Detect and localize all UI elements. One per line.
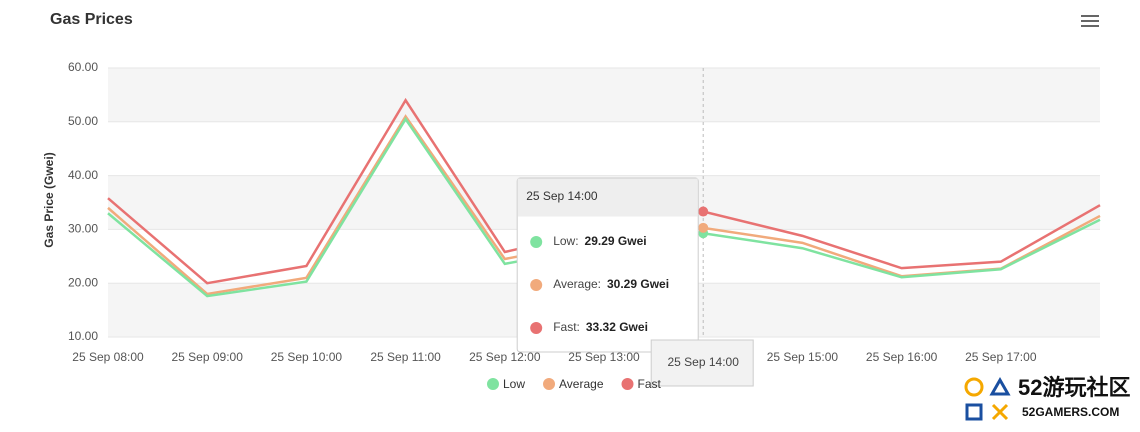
- tooltip-title: 25 Sep 14:00: [526, 189, 598, 203]
- legend-label: Low: [503, 377, 525, 391]
- x-tick-label: 25 Sep 08:00: [72, 350, 144, 364]
- tooltip-marker: [530, 322, 543, 334]
- watermark-site: 52GAMERS.COM: [1022, 405, 1119, 419]
- tooltip-value: 33.32 Gwei: [586, 320, 648, 334]
- y-tick-label: 60.00: [68, 60, 98, 74]
- plot-band: [108, 68, 1100, 122]
- tooltip-marker: [530, 279, 543, 291]
- legend-marker: [543, 378, 556, 390]
- x-tick-label: 25 Sep 13:00: [568, 350, 640, 364]
- watermark-icon: [964, 377, 984, 397]
- x-tick-label: 25 Sep 09:00: [171, 350, 243, 364]
- chart-title: Gas Prices: [50, 11, 133, 28]
- y-tick-label: 10.00: [68, 329, 98, 343]
- y-tick-label: 50.00: [68, 114, 98, 128]
- watermark-brand: 52游玩社区: [1018, 375, 1130, 400]
- menu-bar: [1081, 15, 1099, 17]
- x-tick-label: 25 Sep 10:00: [271, 350, 343, 364]
- y-tick-label: 40.00: [68, 168, 98, 182]
- tooltip-name: Fast:: [553, 320, 580, 334]
- x-tick-label: 25 Sep 12:00: [469, 350, 541, 364]
- hover-marker: [698, 222, 709, 233]
- watermark-icon: [991, 403, 1009, 421]
- y-tick-label: 30.00: [68, 222, 98, 236]
- tooltip-marker: [530, 236, 543, 248]
- menu-icon[interactable]: [1081, 15, 1099, 27]
- watermark-icon: [989, 376, 1011, 396]
- legend-label: Average: [559, 377, 604, 391]
- x-tick-label: 25 Sep 17:00: [965, 350, 1037, 364]
- watermark: 52游玩社区 52GAMERS.COM: [964, 375, 1130, 421]
- tooltip-header: [517, 178, 698, 217]
- tooltip-name: Low:: [553, 234, 578, 248]
- x-tick-label: 25 Sep 16:00: [866, 350, 938, 364]
- legend-marker: [487, 378, 499, 390]
- crosshair-label: 25 Sep 14:00: [667, 355, 739, 369]
- tooltip-value: 30.29 Gwei: [607, 277, 669, 291]
- legend-marker: [621, 378, 634, 390]
- menu-bar: [1081, 25, 1099, 27]
- legend-label: Fast: [638, 377, 662, 391]
- x-tick-label: 25 Sep 15:00: [767, 350, 839, 364]
- hover-marker: [698, 206, 709, 217]
- y-axis-label: Gas Price (Gwei): [42, 152, 56, 247]
- watermark-icon: [965, 403, 983, 421]
- tooltip: [516, 177, 699, 353]
- x-tick-label: 25 Sep 11:00: [370, 350, 441, 364]
- crosshair-label-box: [650, 339, 754, 387]
- menu-bar: [1081, 20, 1099, 22]
- tooltip-value: 29.29 Gwei: [585, 234, 647, 248]
- tooltip-name: Average:: [553, 277, 601, 291]
- y-tick-label: 20.00: [68, 275, 98, 289]
